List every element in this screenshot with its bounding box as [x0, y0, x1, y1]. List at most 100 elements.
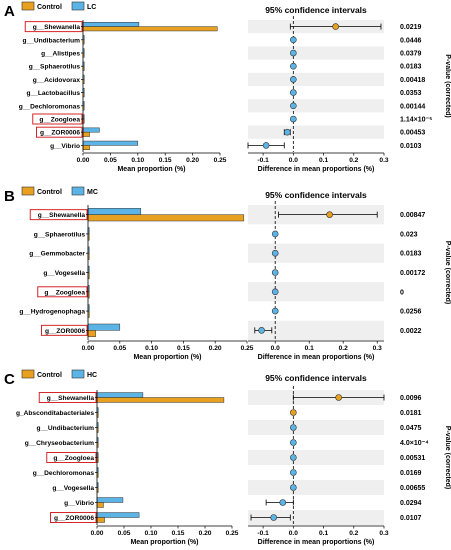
category-label: g__Hydrogenophaga: [19, 309, 85, 316]
category-label: g__Alistipes: [41, 51, 80, 58]
p-value: 0.0107: [400, 515, 422, 522]
ci-row-stripe: [248, 510, 384, 525]
x-tick-label: 0.10: [145, 530, 158, 537]
ci-row-stripe: [248, 46, 384, 60]
p-value: 0.0096: [400, 395, 422, 402]
ci-point: [290, 439, 297, 446]
x-tick-label: 0.05: [118, 530, 131, 537]
p-value: 0.0294: [400, 500, 422, 507]
ci-point: [290, 102, 297, 110]
ci-x-tick-label: 0.1: [305, 345, 314, 352]
p-value: 0.00453: [400, 130, 425, 137]
category-label: g__Undibacterium: [22, 37, 80, 44]
ci-point: [290, 62, 297, 70]
ci-row-stripe: [248, 480, 384, 495]
x-tick-label: 0.10: [145, 345, 158, 352]
bar-lc: [82, 21, 140, 27]
category-label: g__Undibacterium: [36, 425, 94, 432]
category-label: g__Dechloromonas: [19, 103, 81, 110]
x-axis-label: Mean proportion (%): [130, 539, 198, 546]
panel-b: B Control MC 95% confidence intervals g__She…: [4, 186, 451, 361]
ci-row-stripe: [248, 282, 384, 302]
p-value-axis-label: P-value (corrected): [444, 241, 451, 304]
ci-row-stripe: [248, 450, 384, 465]
category-label: g__Gemmobacter: [29, 251, 85, 258]
ci-point: [332, 23, 339, 30]
x-tick-label: 0.00: [77, 157, 90, 164]
legend-label-treatment: MC: [87, 189, 98, 196]
p-value: 0.0256: [400, 309, 422, 316]
ci-point: [283, 128, 291, 136]
category-label: g__ZOR0006: [45, 328, 85, 335]
panel-letter: A: [4, 3, 15, 20]
x-tick-label: 0.00: [82, 345, 95, 352]
ci-point: [290, 89, 297, 96]
category-label: g__Vogesella: [52, 485, 94, 492]
bar-hc: [96, 497, 124, 503]
ci-x-axis-label: Difference in mean proportions (%): [258, 354, 375, 361]
x-tick-label: 0.20: [209, 345, 222, 352]
p-value: 0.023: [400, 231, 418, 238]
p-value: 0.00531: [400, 455, 425, 462]
ci-point: [290, 409, 297, 416]
bar-control: [82, 26, 218, 32]
category-label: g__ZOR0006: [54, 515, 94, 522]
p-value: 0.0353: [400, 90, 422, 97]
ci-point: [326, 211, 333, 218]
x-tick-label: 0.05: [113, 345, 126, 352]
legend-swatch-control: [21, 186, 35, 196]
ci-point: [290, 49, 297, 57]
ci-point: [290, 484, 297, 491]
category-label: g__Zoogloea: [53, 455, 94, 462]
p-value: 0.00847: [400, 212, 425, 219]
ci-point: [335, 394, 342, 401]
x-tick-label: 0.10: [131, 157, 144, 164]
ci-x-tick-label: 0.2: [349, 157, 358, 164]
ci-row-stripe: [248, 243, 384, 263]
ci-title: 95% confidence intervals: [265, 5, 367, 15]
x-axis-label: Mean proportion (%): [117, 166, 185, 173]
x-axis-label: Mean proportion (%): [133, 354, 201, 361]
category-label: g__Zoogloea: [39, 117, 80, 124]
legend-swatch-treatment: [71, 186, 85, 196]
legend-label-treatment: LC: [87, 4, 96, 11]
legend-label-control: Control: [37, 4, 62, 11]
x-tick-label: 0.20: [199, 530, 212, 537]
p-value: 0.0022: [400, 328, 422, 335]
ci-x-tick-label: 0.2: [339, 345, 348, 352]
bar-lc: [82, 127, 100, 133]
ci-point: [290, 469, 297, 476]
p-value-axis-label: P-value (corrected): [444, 54, 451, 117]
x-tick-label: 0.25: [241, 345, 254, 352]
ci-x-axis-label: Difference in mean proportions (%): [258, 166, 375, 173]
x-tick-label: 0.25: [214, 157, 227, 164]
category-label: g__Vibrio: [64, 500, 94, 507]
ci-point: [290, 454, 297, 461]
ci-title: 95% confidence intervals: [265, 373, 367, 383]
ci-x-tick-label: 0.1: [319, 157, 328, 164]
legend-swatch-control: [21, 1, 35, 11]
x-tick-label: 0.25: [226, 530, 239, 537]
ci-point: [290, 115, 297, 123]
ci-x-tick-label: 0.0: [289, 530, 298, 537]
ci-x-tick-label: 0.1: [319, 530, 328, 537]
p-value: 0.0219: [400, 24, 422, 31]
bar-hc: [96, 392, 144, 398]
legend-label-control: Control: [37, 372, 62, 379]
ci-point: [270, 514, 277, 521]
ci-x-tick-label: -0.1: [257, 157, 269, 164]
ci-x-tick-label: 0.3: [379, 157, 388, 164]
category-label: g__Shewanella: [38, 212, 86, 219]
x-tick-label: 0.00: [91, 530, 104, 537]
p-value: 0.0169: [400, 470, 422, 477]
legend-label-treatment: HC: [87, 372, 97, 379]
panel-letter: C: [4, 371, 15, 388]
ci-title: 95% confidence intervals: [265, 190, 367, 200]
bar-control: [87, 330, 96, 337]
x-tick-label: 0.15: [159, 157, 172, 164]
category-label: g_Absconditabacteriales: [16, 410, 94, 417]
ci-x-tick-label: 0.3: [379, 530, 388, 537]
panel-c: C Control HC 95% confidence intervals g__She…: [4, 369, 451, 546]
